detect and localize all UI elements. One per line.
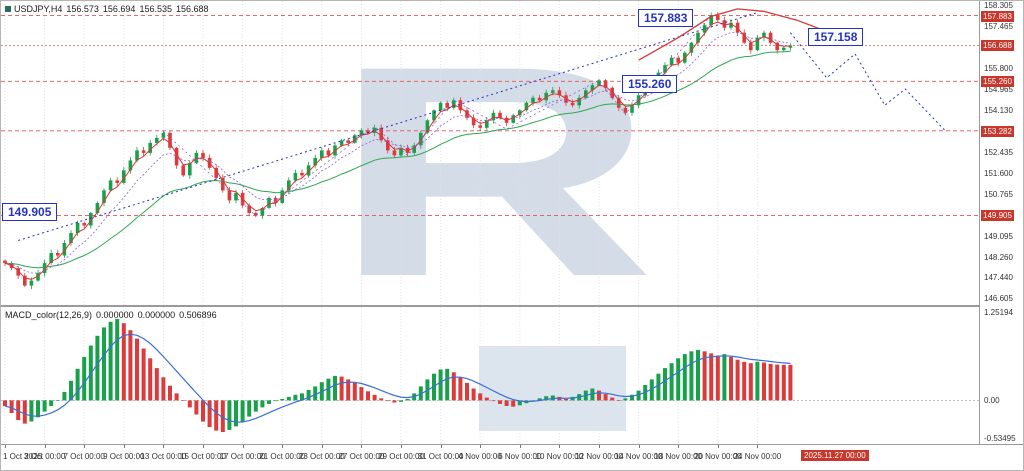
symbol-ohlc-info: USDJPY,H4 156.573 156.694 156.535 156.688 [5, 4, 213, 14]
time-axis-tick [5, 445, 6, 448]
future-date-badge: 2025.11.27 00:00 [801, 450, 869, 461]
time-axis-tick [599, 445, 600, 448]
time-axis-label: 29 Oct 00:00 [378, 452, 424, 461]
time-axis-tick [123, 445, 125, 448]
price-axis-label: 154.965 [984, 85, 1013, 94]
time-axis-tick [242, 445, 244, 448]
watermark-block [479, 346, 626, 431]
panel-divider[interactable] [1, 305, 1023, 307]
time-axis-label: 13 Oct 00:00 [140, 452, 187, 461]
time-axis-label: 21 Oct 00:00 [259, 452, 306, 461]
time-axis-tick [401, 445, 402, 448]
time-axis-tick [480, 445, 482, 448]
time-axis[interactable]: 2025.11.27 00:00 1 Oct 2025 3 Oct 00:00 7 … [1, 445, 1023, 470]
watermark-logo: R [331, 3, 656, 339]
macd-indicator-info: MACD_color(12,26,9) 0.000000 0.000000 0.506… [5, 310, 221, 320]
price-axis-label: 151.600 [984, 169, 1013, 178]
price-level-badge: 157.883 [981, 11, 1014, 22]
high-value: 156.694 [102, 4, 136, 14]
price-axis-label: 157.465 [984, 22, 1013, 31]
time-axis-tick [519, 445, 521, 448]
time-axis-tick [163, 445, 165, 448]
macd-axis-label: 1.25194 [984, 308, 1013, 317]
time-axis-tick [321, 445, 323, 448]
time-axis-label: 12 Nov 00:00 [575, 452, 623, 461]
time-axis-label: 18 Nov 00:00 [654, 452, 702, 461]
time-axis-label: 7 Oct 00:00 [63, 452, 105, 461]
macd-value-1: 0.000000 [96, 310, 134, 320]
time-axis-tick [559, 445, 561, 448]
time-axis-tick [84, 445, 86, 448]
macd-name: MACD_color(12,26,9) [5, 310, 93, 320]
time-axis-tick [757, 445, 759, 448]
price-axis-label: 147.440 [984, 273, 1013, 282]
price-annotation[interactable]: 149.905 [2, 203, 58, 221]
price-level-badge: 155.260 [981, 76, 1014, 87]
macd-value-2: 0.000000 [137, 310, 176, 320]
low-value: 156.535 [139, 4, 172, 14]
time-axis-label: 20 Nov 00:00 [694, 452, 742, 461]
price-axis-label: 152.435 [984, 148, 1013, 157]
time-axis-label: 24 Nov 00:00 [733, 452, 782, 461]
current-price-badge: 156.688 [981, 40, 1014, 51]
time-axis-label: 23 Oct 00:00 [298, 452, 345, 461]
price-axis-label: 155.800 [984, 64, 1013, 73]
axis-divider [1, 444, 1023, 445]
price-axis-label: 158.305 [984, 1, 1013, 10]
time-axis-label: 15 Oct 00:00 [180, 452, 226, 461]
time-axis-label: 10 Nov 00:00 [535, 452, 584, 461]
time-axis-tick [717, 445, 719, 448]
time-axis-tick [282, 445, 284, 448]
close-value: 156.688 [176, 4, 209, 14]
open-value: 156.573 [66, 4, 99, 14]
time-axis-tick [361, 445, 363, 448]
price-level-badge: 149.905 [981, 210, 1014, 221]
time-axis-tick [678, 445, 680, 448]
time-axis-label: 1 Oct 2025 [3, 452, 43, 461]
time-axis-tick [44, 445, 46, 448]
price-chart[interactable] [1, 1, 979, 305]
price-level-badge: 153.282 [981, 126, 1014, 137]
price-annotation[interactable]: 157.883 [638, 9, 694, 27]
price-axis-label: 154.130 [984, 106, 1013, 115]
price-annotation[interactable]: 157.158 [808, 28, 864, 46]
time-axis-label: 3 Oct 00:00 [23, 452, 66, 461]
time-axis-tick [638, 445, 640, 448]
macd-axis-label: -0.53495 [984, 434, 1016, 443]
price-axis-label: 148.260 [984, 253, 1013, 262]
symbol-name: USDJPY,H4 [14, 4, 63, 14]
time-axis-label: 17 Oct 00:00 [219, 452, 266, 461]
symbol-icon [5, 6, 11, 12]
time-axis-label: 9 Oct 00:00 [103, 452, 145, 461]
macd-axis-label: 0.00 [984, 396, 1000, 405]
time-axis-tick [203, 445, 204, 448]
price-annotation[interactable]: 155.260 [622, 75, 678, 93]
time-axis-label: 27 Oct 00:00 [338, 452, 385, 461]
price-axis-label: 149.095 [984, 232, 1013, 241]
price-axis[interactable]: 158.305157.465156.625155.800154.965154.1… [979, 1, 1023, 444]
time-axis-label: 6 Nov 00:00 [498, 452, 542, 461]
price-axis-label: 146.605 [984, 294, 1013, 303]
price-axis-label: 150.765 [984, 190, 1013, 199]
time-axis-tick [440, 445, 442, 448]
macd-value-3: 0.506896 [179, 310, 217, 320]
macd-panel[interactable] [1, 307, 979, 444]
time-axis-label: 4 Nov 00:00 [458, 452, 502, 461]
time-axis-label: 14 Nov 00:00 [614, 452, 663, 461]
time-axis-label: 31 Oct 00:00 [417, 452, 464, 461]
